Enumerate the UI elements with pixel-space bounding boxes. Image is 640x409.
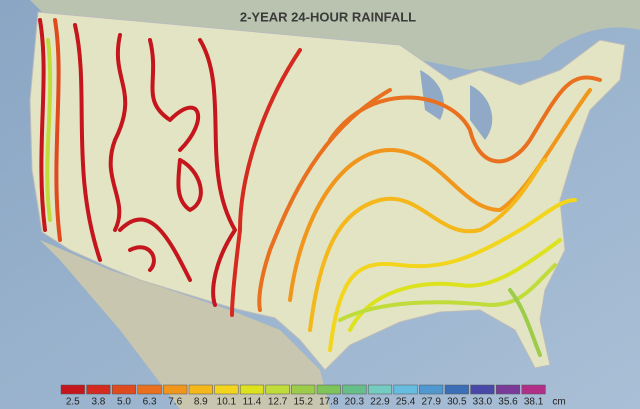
contour [328, 198, 577, 352]
legend-swatch [137, 384, 162, 395]
contour [348, 238, 562, 332]
legend-label: 25.4 [396, 397, 416, 408]
legend: 2.5 3.8 5.0 6.3 7.6 8.9 10.1 11.4 12.7 15.2 17.8 20… [60, 384, 566, 408]
contour [118, 217, 192, 282]
legend-label: 7.6 [168, 397, 182, 408]
legend-label: 33.0 [473, 397, 493, 408]
legend-swatch [444, 384, 469, 395]
legend-label: 27.9 [421, 397, 441, 408]
legend-label: 22.9 [370, 397, 390, 408]
legend-swatch [60, 384, 85, 395]
legend-swatch [316, 384, 341, 395]
legend-label: 12.7 [268, 397, 288, 408]
legend-swatch [342, 384, 367, 395]
contour [176, 158, 203, 212]
legend-label: 15.2 [293, 397, 313, 408]
legend-swatch [239, 384, 265, 395]
contour [45, 38, 53, 222]
legend-label: 30.5 [447, 397, 467, 408]
legend-label: 35.6 [498, 397, 518, 408]
contour [308, 158, 547, 332]
legend-label: 11.4 [243, 397, 262, 408]
legend-swatch [111, 384, 137, 395]
legend-label: 17.8 [319, 397, 339, 408]
legend-swatch [419, 384, 444, 395]
legend-label: 38.1 [524, 397, 544, 408]
legend-swatch [495, 384, 521, 395]
legend-label: 2.5 [66, 397, 80, 408]
legend-unit: cm [552, 397, 565, 408]
legend-label: 6.3 [143, 397, 157, 408]
legend-swatch [367, 384, 393, 395]
contour [508, 288, 542, 357]
legend-swatch [265, 384, 290, 395]
canada [0, 0, 640, 70]
contour [38, 18, 47, 232]
legend-swatch [393, 384, 418, 395]
legend-swatch [214, 384, 239, 395]
legend-swatch [188, 384, 213, 395]
contour [198, 38, 237, 307]
contour [328, 75, 602, 164]
contour [108, 33, 128, 232]
contour [230, 48, 302, 317]
legend-swatch [521, 384, 546, 395]
great-lakes [420, 70, 493, 140]
legend-swatch [470, 384, 495, 395]
legend-swatch [86, 384, 111, 395]
legend-label: 10.1 [217, 397, 237, 408]
contour [53, 18, 62, 242]
legend-label: 3.8 [91, 397, 105, 408]
legend-swatch [291, 384, 316, 395]
legend-label: 8.9 [194, 397, 208, 408]
contour [73, 23, 102, 262]
map-title: 2-YEAR 24-HOUR RAINFALL [240, 9, 416, 24]
isohyets [38, 18, 602, 357]
legend-label: 5.0 [117, 397, 131, 408]
legend-label: 20.3 [345, 397, 365, 408]
mexico [40, 240, 330, 409]
legend-swatch [163, 384, 188, 395]
contour [148, 38, 200, 152]
contour [338, 263, 557, 322]
